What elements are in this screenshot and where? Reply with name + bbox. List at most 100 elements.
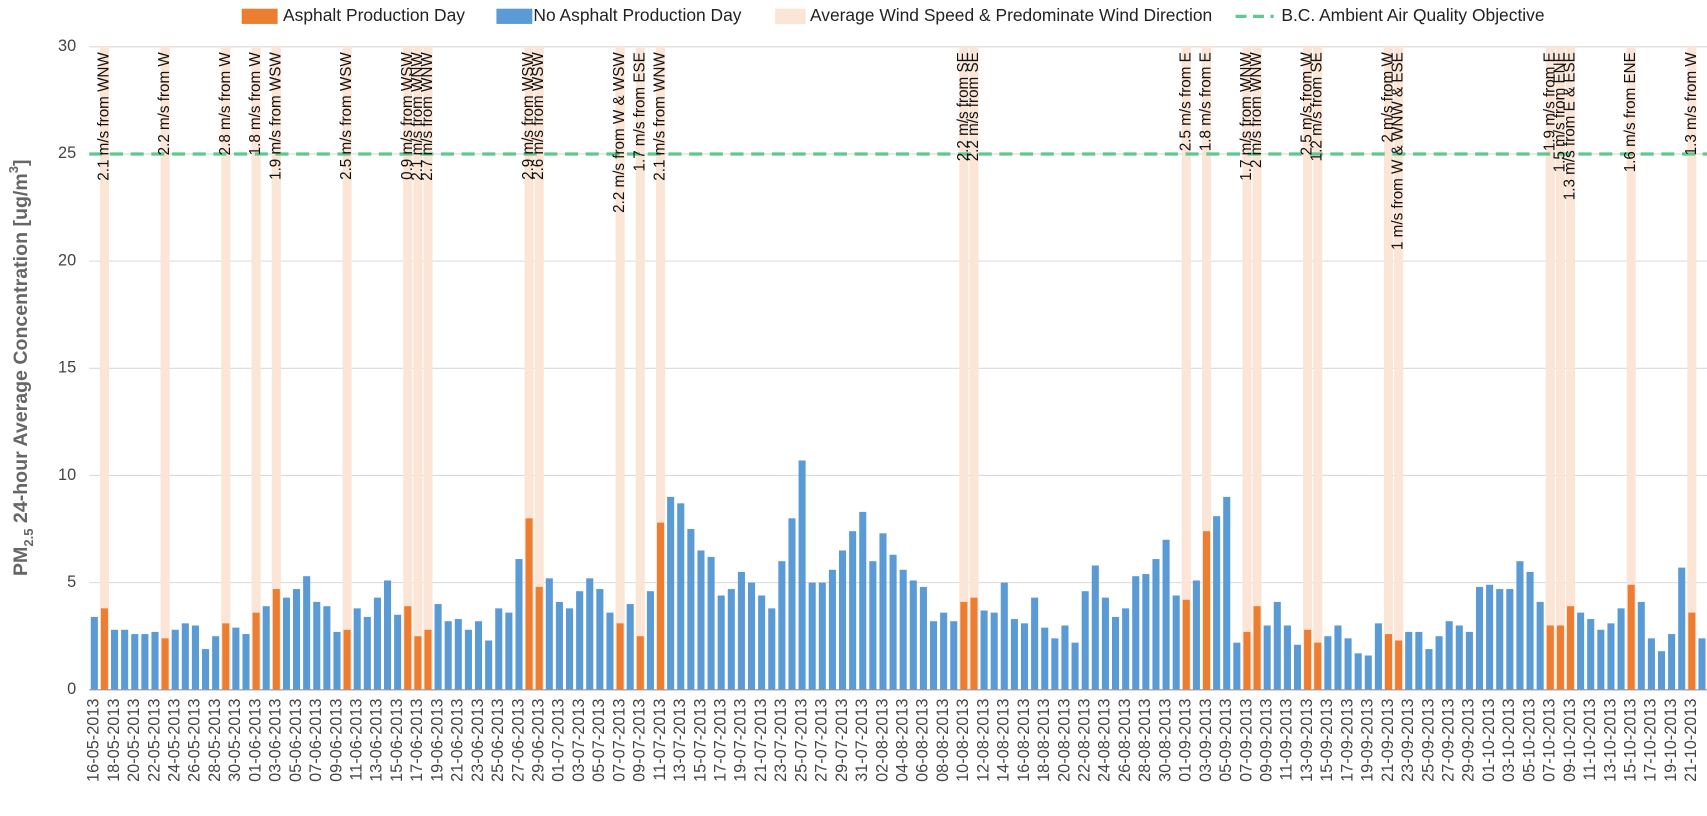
bar	[1546, 625, 1554, 690]
bar	[1516, 561, 1524, 690]
x-tick-label: 26-08-2013	[1116, 698, 1134, 781]
bar	[1253, 606, 1261, 690]
bar	[485, 640, 493, 690]
x-tick-label: 09-06-2013	[327, 698, 345, 781]
y-title-sup: 3	[6, 166, 21, 173]
wind-label: 2.1 m/s from WNW	[652, 52, 669, 181]
wind-label: 2.8 m/s from W	[217, 52, 234, 156]
x-tick-label: 04-08-2013	[893, 698, 911, 781]
x-tick-label: 06-08-2013	[914, 698, 932, 781]
x-tick-label: 20-05-2013	[125, 698, 143, 781]
bar	[808, 582, 816, 690]
bar	[1071, 642, 1079, 690]
bar	[424, 629, 432, 690]
wind-band	[1303, 46, 1313, 690]
bar	[414, 636, 422, 690]
bar	[1061, 625, 1069, 690]
wind-label: 2.1 m/s from WNW	[409, 52, 426, 181]
bar	[474, 621, 483, 690]
bar	[404, 606, 412, 690]
bar	[849, 531, 857, 690]
y-tick-label: 0	[67, 680, 76, 698]
bar	[222, 623, 230, 690]
wind-band	[1201, 46, 1212, 690]
x-tick-label: 15-06-2013	[388, 698, 406, 781]
bar	[100, 608, 108, 690]
legend-label: Average Wind Speed & Predominate Wind Di…	[810, 5, 1212, 25]
bar	[1132, 576, 1140, 690]
bar	[1182, 599, 1190, 690]
bar	[1668, 634, 1676, 690]
x-tick-label: 05-07-2013	[590, 698, 608, 781]
bar	[1233, 642, 1241, 690]
bar	[212, 636, 220, 690]
wind-label: 1.9 m/s from E	[1541, 52, 1558, 151]
bar	[940, 612, 948, 690]
x-tick-label: 27-09-2013	[1439, 698, 1457, 781]
bar	[1556, 625, 1564, 690]
y-tick-label: 5	[67, 573, 76, 591]
wind-band	[1555, 46, 1565, 690]
bar	[181, 623, 189, 690]
bar	[1354, 653, 1362, 690]
bar	[343, 629, 351, 690]
bar	[525, 518, 533, 690]
bar	[363, 616, 371, 690]
x-tick-label: 14-08-2013	[995, 698, 1013, 781]
x-tick-label: 19-07-2013	[732, 698, 750, 781]
x-tick-label: 29-07-2013	[833, 698, 851, 781]
x-tick-label: 13-07-2013	[671, 698, 689, 781]
x-tick-label: 13-10-2013	[1601, 698, 1619, 781]
bar	[383, 580, 392, 690]
x-tick-label: 11-09-2013	[1278, 698, 1296, 780]
bar	[1425, 649, 1433, 690]
x-tick-label: 29-09-2013	[1460, 698, 1478, 781]
x-tick-label: 07-06-2013	[307, 698, 325, 781]
bar	[859, 511, 867, 690]
bar	[1597, 629, 1605, 690]
bar	[1364, 655, 1372, 690]
bar	[960, 601, 968, 690]
wind-band	[1242, 46, 1252, 690]
x-tick-label: 31-07-2013	[853, 698, 871, 781]
x-tick-label: 21-07-2013	[752, 698, 770, 781]
legend-label: Asphalt Production Day	[283, 5, 465, 25]
x-tick-label: 28-08-2013	[1136, 698, 1154, 781]
bar	[950, 621, 958, 690]
wind-band	[251, 46, 261, 690]
wind-band	[1545, 46, 1555, 690]
x-tick-label: 25-06-2013	[489, 698, 507, 781]
bar	[151, 631, 159, 690]
bar	[778, 561, 786, 690]
bar	[111, 629, 119, 690]
bar	[1637, 601, 1645, 690]
x-tick-label: 07-09-2013	[1237, 698, 1255, 781]
bar	[1344, 638, 1352, 690]
x-tick-label: 01-10-2013	[1480, 698, 1498, 781]
x-tick-label: 08-08-2013	[934, 698, 952, 781]
bar	[1566, 606, 1575, 690]
x-tick-label: 19-10-2013	[1662, 698, 1680, 781]
x-tick-label: 17-09-2013	[1338, 698, 1356, 781]
wind-label: 2.2 m/s from SE	[955, 52, 972, 161]
wind-band	[635, 46, 645, 690]
bar	[909, 580, 917, 690]
y-title-part: 24-hour Average Concentration [ug/m	[10, 173, 32, 528]
wind-label: 2.2 m/s from SE	[965, 52, 982, 161]
bar	[394, 614, 402, 690]
bar	[869, 561, 877, 690]
x-tick-label: 15-07-2013	[691, 698, 709, 781]
x-tick-label: 03-09-2013	[1197, 698, 1215, 781]
bar	[565, 608, 574, 690]
wind-label: 1.5 m/s from ENE	[1551, 52, 1568, 172]
x-tick-label: 19-06-2013	[428, 698, 446, 781]
wind-band	[1626, 46, 1636, 690]
bar	[1111, 616, 1120, 690]
x-tick-label: 16-08-2013	[1015, 698, 1033, 781]
legend-label: No Asphalt Production Day	[533, 5, 741, 25]
bar	[1334, 625, 1342, 690]
bar	[1293, 644, 1302, 690]
bar	[879, 533, 887, 690]
bar	[191, 625, 199, 690]
bar	[171, 629, 179, 690]
